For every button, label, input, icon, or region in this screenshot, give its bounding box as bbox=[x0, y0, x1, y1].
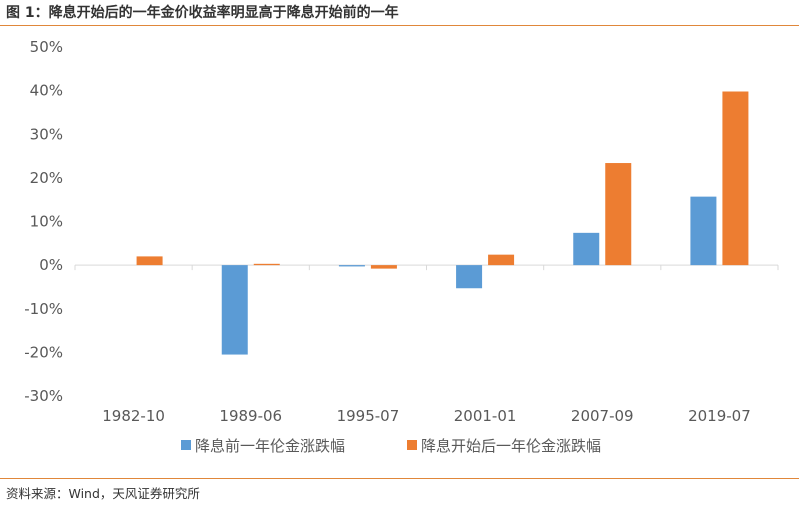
bar-after-cut bbox=[488, 254, 515, 266]
bar-before-cut bbox=[690, 196, 717, 266]
figure-source: 资料来源：Wind，天风证券研究所 bbox=[6, 486, 200, 501]
legend-item-before-swatch bbox=[181, 440, 191, 450]
x-tick-label: 2001-01 bbox=[454, 407, 517, 425]
y-tick-label: -30% bbox=[24, 387, 63, 405]
bar-before-cut bbox=[456, 265, 483, 289]
y-tick-label: 10% bbox=[30, 213, 63, 231]
bar-after-cut bbox=[722, 91, 749, 266]
bar-after-cut bbox=[136, 256, 163, 266]
y-tick-label: 30% bbox=[30, 125, 63, 143]
bar-chart: 50% 40% 30% 20% 10% 0% -10% -20% -30% 1982-10 1989… bbox=[24, 38, 779, 455]
bar-before-cut bbox=[221, 265, 248, 355]
y-tick-label: 40% bbox=[30, 82, 63, 100]
bar-before-cut bbox=[573, 232, 600, 266]
legend-item-before-label: 降息前一年伦金涨跌幅 bbox=[195, 437, 345, 455]
bar-after-cut bbox=[253, 263, 280, 266]
y-tick-label: 50% bbox=[30, 38, 63, 56]
y-tick-label: 0% bbox=[39, 256, 63, 274]
y-tick-label: 20% bbox=[30, 169, 63, 187]
bar-before-cut bbox=[338, 265, 365, 267]
y-tick-label: -20% bbox=[24, 343, 63, 361]
source-rule bbox=[0, 478, 799, 479]
x-tick-label: 1982-10 bbox=[102, 407, 165, 425]
x-tick-label: 2019-07 bbox=[688, 407, 751, 425]
x-tick-label: 1995-07 bbox=[337, 407, 400, 425]
y-tick-label: -10% bbox=[24, 300, 63, 318]
x-tick-label: 1989-06 bbox=[219, 407, 282, 425]
title-rule bbox=[0, 25, 799, 26]
figure-title: 图 1：降息开始后的一年金价收益率明显高于降息开始前的一年 bbox=[6, 5, 399, 21]
legend-item-after-swatch bbox=[407, 440, 417, 450]
bar-after-cut bbox=[370, 265, 397, 269]
bar-after-cut bbox=[605, 163, 632, 266]
x-tick-label: 2007-09 bbox=[571, 407, 634, 425]
legend-item-after-label: 降息开始后一年伦金涨跌幅 bbox=[421, 437, 601, 455]
